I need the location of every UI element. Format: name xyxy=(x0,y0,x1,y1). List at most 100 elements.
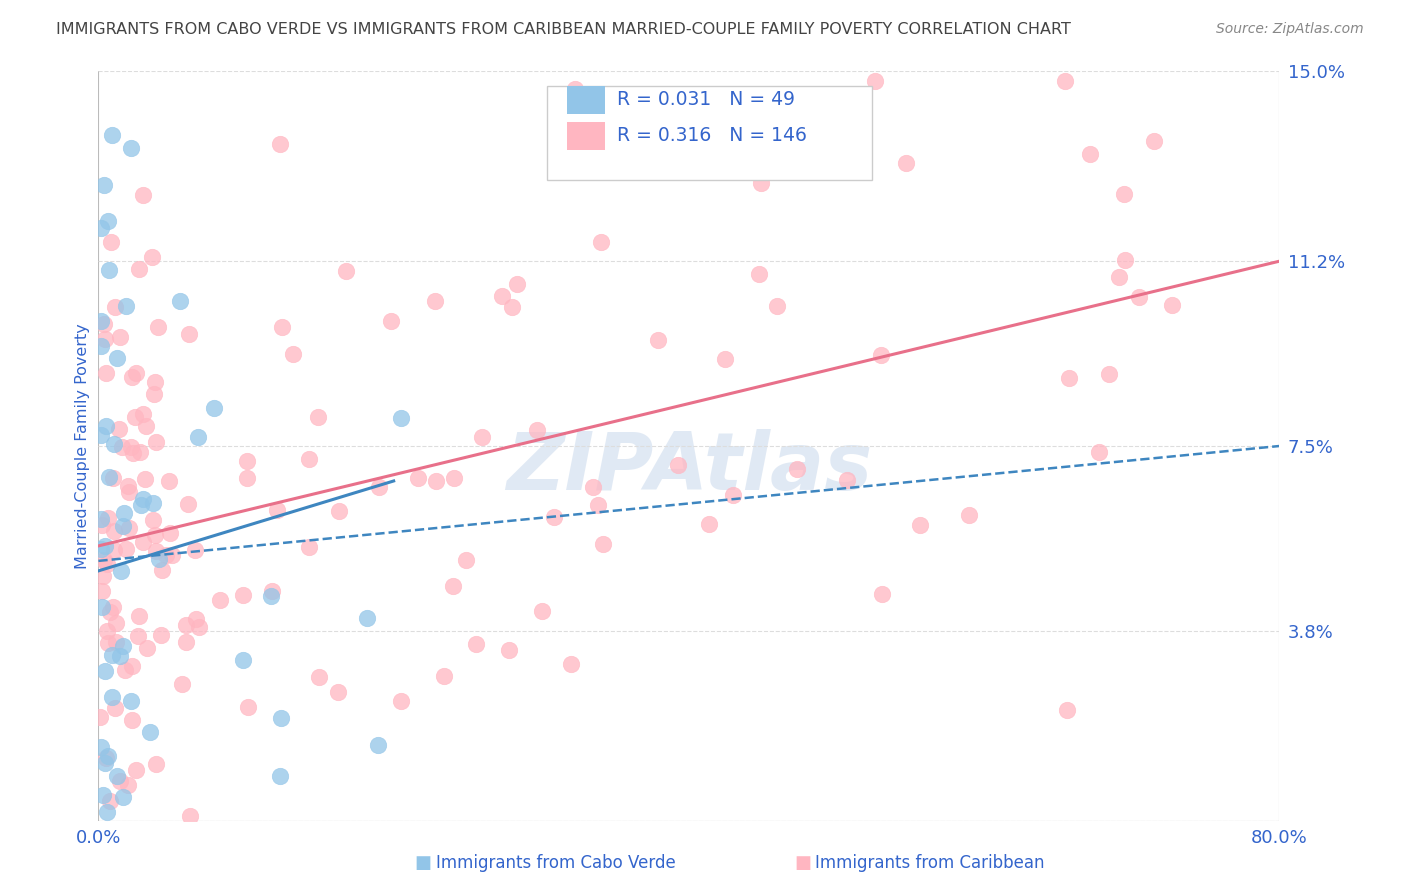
Point xyxy=(1057,371,1080,385)
Point xyxy=(697,516,720,531)
Point xyxy=(135,419,157,434)
Text: R = 0.316   N = 146: R = 0.316 N = 146 xyxy=(617,127,807,145)
Point xyxy=(266,503,288,517)
Point xyxy=(93,553,115,567)
Point xyxy=(118,484,141,499)
Point xyxy=(105,634,128,648)
Point xyxy=(506,277,529,292)
Point xyxy=(714,351,737,366)
Point xyxy=(543,510,565,524)
Point xyxy=(110,564,132,578)
Point xyxy=(454,553,477,567)
Point xyxy=(209,592,232,607)
Point xyxy=(1128,290,1150,304)
Point xyxy=(869,348,891,362)
Point xyxy=(132,187,155,202)
Point xyxy=(128,609,150,624)
Point xyxy=(134,472,156,486)
Point xyxy=(135,641,157,656)
Point xyxy=(235,471,257,485)
Point xyxy=(150,628,173,642)
Text: Immigrants from Cabo Verde: Immigrants from Cabo Verde xyxy=(436,855,676,872)
Point xyxy=(98,606,121,620)
Point xyxy=(90,428,112,442)
Point xyxy=(766,300,789,314)
Point xyxy=(91,517,114,532)
Point xyxy=(380,314,402,328)
Point xyxy=(1078,147,1101,161)
Point xyxy=(1112,187,1135,202)
FancyBboxPatch shape xyxy=(547,87,872,180)
Point xyxy=(125,763,148,777)
Text: ■: ■ xyxy=(415,855,432,872)
Point xyxy=(90,221,112,235)
Point xyxy=(98,263,121,277)
Point xyxy=(115,299,138,313)
Point xyxy=(531,604,554,618)
Point xyxy=(143,375,166,389)
Point xyxy=(108,422,131,436)
Point xyxy=(141,250,163,264)
Point xyxy=(202,401,225,415)
Point xyxy=(90,600,112,615)
Point xyxy=(122,446,145,460)
Point xyxy=(328,504,350,518)
Point xyxy=(232,653,254,667)
Point xyxy=(425,475,447,489)
Point xyxy=(262,584,284,599)
Point xyxy=(111,440,134,454)
Point xyxy=(308,670,330,684)
Point xyxy=(179,808,201,822)
Point xyxy=(356,611,378,625)
Point xyxy=(131,498,153,512)
Point xyxy=(367,480,389,494)
Point xyxy=(786,462,808,476)
Point xyxy=(89,710,111,724)
Point xyxy=(142,495,165,509)
Point xyxy=(120,440,142,454)
Point xyxy=(93,317,115,331)
Point xyxy=(111,790,134,805)
Point xyxy=(501,301,523,315)
Point xyxy=(112,519,135,533)
Point xyxy=(90,512,112,526)
Point xyxy=(108,774,131,789)
Point xyxy=(90,339,112,353)
Point xyxy=(142,386,165,401)
Point xyxy=(96,805,118,819)
Point xyxy=(105,351,128,365)
Point xyxy=(105,615,128,630)
Point xyxy=(592,536,614,550)
Point xyxy=(103,543,125,558)
Point xyxy=(1053,74,1076,88)
Point xyxy=(269,136,291,151)
Point xyxy=(142,513,165,527)
Point xyxy=(112,639,135,653)
Point xyxy=(128,262,150,277)
Point xyxy=(138,725,160,739)
Point xyxy=(125,366,148,380)
Point xyxy=(90,739,112,754)
Point xyxy=(103,600,125,615)
Point xyxy=(432,668,454,682)
Point xyxy=(270,319,292,334)
Point xyxy=(120,694,142,708)
Point xyxy=(281,347,304,361)
Point xyxy=(184,611,207,625)
Point xyxy=(174,635,197,649)
Point xyxy=(526,423,548,437)
Point xyxy=(127,628,149,642)
Point xyxy=(270,711,292,725)
Point xyxy=(894,156,917,170)
Point xyxy=(721,488,744,502)
Point xyxy=(582,480,605,494)
Point xyxy=(112,506,135,520)
Point xyxy=(464,637,486,651)
Point xyxy=(97,511,120,525)
Point xyxy=(188,620,211,634)
Point xyxy=(391,410,413,425)
Point xyxy=(471,430,494,444)
Point xyxy=(236,700,259,714)
Point xyxy=(96,418,118,433)
Point xyxy=(93,539,115,553)
